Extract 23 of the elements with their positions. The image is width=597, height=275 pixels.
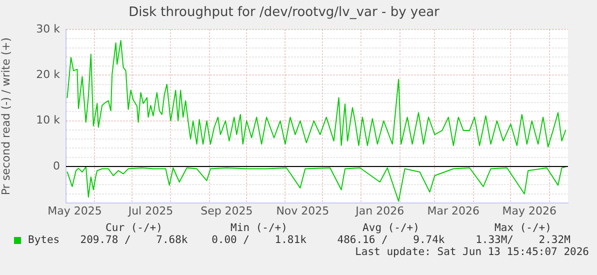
y-tick-label: 0 [53, 159, 60, 172]
chart-title: Disk throughput for /dev/rootvg/lv_var - by year [128, 5, 440, 20]
x-tick-label: Jul 2025 [127, 204, 174, 218]
text: 209.78 / 7.68k [79, 234, 189, 246]
y-tick-label: 10 k [36, 114, 61, 127]
x-tick-label: Sep 2025 [200, 204, 253, 218]
x-tick-label: Nov 2025 [276, 204, 330, 218]
text: 1.33M/ 2.32M [474, 234, 572, 246]
text: Min (-/+) [230, 222, 288, 234]
text: Avg (-/+) [362, 222, 420, 234]
x-tick-label: May 2025 [48, 204, 102, 218]
text: Last update: Sat Jun 13 15:45:07 2026 [354, 246, 590, 258]
text: 0.00 / 1.81k [210, 234, 308, 246]
x-tick-label: May 2026 [502, 204, 556, 218]
x-tick-label: Jan 2026 [354, 204, 404, 218]
y-tick-label: 30 k [36, 22, 61, 36]
legend-label: Bytes [28, 234, 60, 246]
y-tick-label: 20 k [36, 68, 61, 82]
y-axis-title: Pr second read (-) / write (+) [0, 37, 12, 196]
text: Cur (-/+) [104, 222, 164, 234]
text: Max (-/+) [494, 222, 552, 234]
text: 486.16 / 9.74k [336, 234, 446, 246]
x-tick-label: Mar 2026 [427, 204, 480, 218]
